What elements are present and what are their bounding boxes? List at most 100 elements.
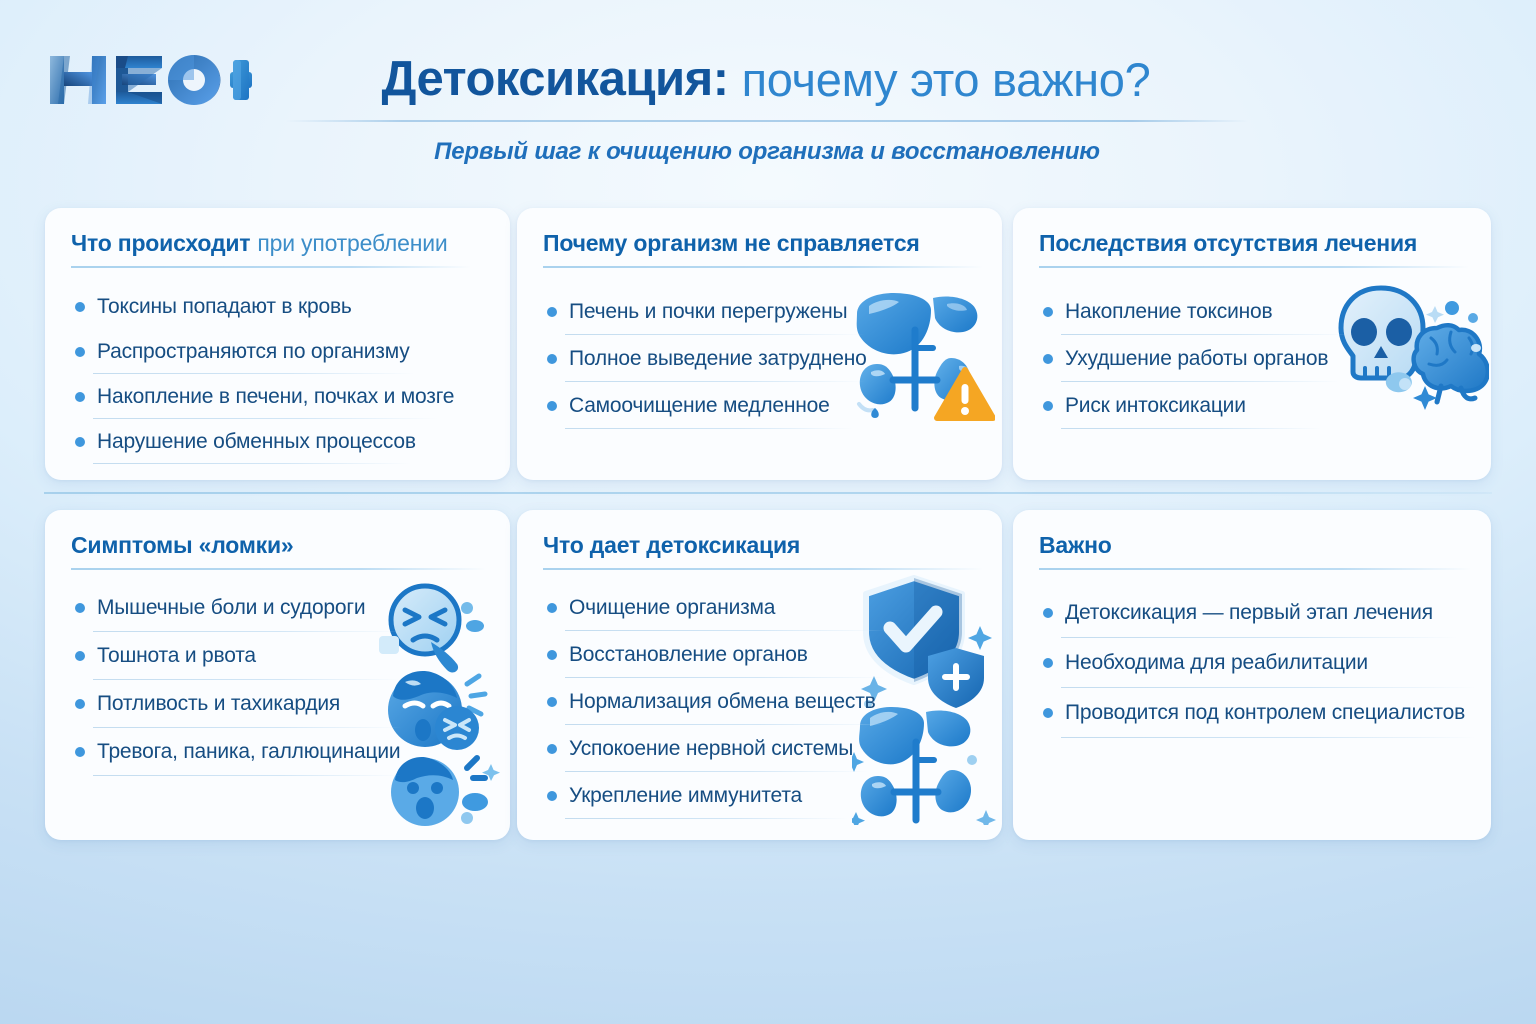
card-title-bold: Что происходит: [71, 230, 251, 256]
list-item[interactable]: Тревога, паника, галлюцинации: [71, 728, 401, 776]
list-item[interactable]: Ухудшение работы органов: [1039, 335, 1339, 382]
liver-kidneys-warning-icon-group: [847, 286, 996, 421]
list-item[interactable]: Нормализация обмена веществ: [543, 678, 885, 725]
bullet-icon: [75, 391, 85, 402]
item-rule: [565, 724, 885, 725]
bullet-icon: [75, 651, 85, 661]
item-rule: [93, 679, 401, 680]
list-item-label: Накопление в печени, почках и мозге: [97, 385, 455, 408]
card-why-body-fails[interactable]: Почему организм не справляется: [517, 208, 1002, 480]
card-consequences[interactable]: Последствия отсутствия лечения: [1013, 208, 1491, 480]
list-item[interactable]: Полное выведение затруднено: [543, 335, 867, 382]
list-item-label: Ухудшение работы органов: [1065, 347, 1329, 370]
title-light-part: почему это важно?: [741, 52, 1151, 106]
list-item[interactable]: Токсины попадают в кровь: [71, 284, 454, 329]
list-item[interactable]: Очищение организма: [543, 584, 885, 631]
list-item-label: Очищение организма: [569, 596, 776, 619]
card-what-happens[interactable]: Что происходит при употреблении: [45, 208, 510, 480]
card-list: Детоксикация — первый этап лечения Необх…: [1039, 588, 1476, 738]
bullet-icon: [75, 603, 85, 613]
list-item[interactable]: Тошнота и рвота: [71, 632, 401, 680]
item-rule: [565, 630, 885, 631]
list-item-label: Полное выведение затруднено: [569, 347, 867, 370]
list-item[interactable]: Самоочищение медленное: [543, 382, 867, 429]
list-item[interactable]: Восстановление органов: [543, 631, 885, 678]
card-important[interactable]: Важно Детоксикация — первый этап лечения…: [1013, 510, 1491, 840]
bullet-icon: [547, 400, 557, 411]
list-item-label: Печень и почки перегружены: [569, 300, 848, 323]
page-title: Детоксикация: почему это важно?: [286, 40, 1246, 118]
item-rule: [565, 334, 865, 335]
card-header: Симптомы «ломки»: [71, 532, 488, 566]
card-title-bold: Важно: [1039, 532, 1112, 558]
list-item[interactable]: Потливость и тахикардия: [71, 680, 401, 728]
bullet-icon: [75, 301, 85, 312]
list-item[interactable]: Риск интоксикации: [1039, 382, 1328, 429]
list-item[interactable]: Мышечные боли и судороги: [71, 584, 401, 632]
card-title-light: при употреблении: [257, 230, 448, 256]
card-header: Что происходит при употреблении: [71, 230, 488, 264]
row-divider: [44, 492, 1492, 494]
brain-icon: [1411, 323, 1491, 405]
card-title-bold: Почему организм не справляется: [543, 230, 920, 256]
card-detox-benefits[interactable]: Что дает детоксикация: [517, 510, 1002, 840]
list-item[interactable]: Успокоение нервной системы: [543, 725, 876, 772]
card-header-rule: [71, 568, 486, 570]
card-header: Последствия отсутствия лечения: [1039, 230, 1469, 264]
item-rule: [1061, 637, 1458, 638]
item-rule: [565, 677, 885, 678]
item-rule: [93, 373, 415, 374]
list-item[interactable]: Накопление в печени, почках и мозге: [71, 374, 454, 419]
list-item[interactable]: Детоксикация — первый этап лечения: [1039, 588, 1465, 638]
bullet-icon: [1043, 708, 1053, 718]
card-header-rule: [543, 568, 983, 570]
card-list: Накопление токсинов Ухудшение работы орг…: [1039, 288, 1351, 429]
bullet-icon: [547, 353, 557, 364]
item-rule: [565, 771, 868, 772]
list-item[interactable]: Проводится под контролем специалистов: [1039, 688, 1476, 738]
list-item[interactable]: Нарушение обменных процессов: [71, 419, 454, 464]
list-item-label: Успокоение нервной системы: [569, 737, 854, 760]
item-rule: [1061, 428, 1321, 429]
list-item-label: Тревога, паника, галлюцинации: [97, 740, 401, 763]
list-item[interactable]: Распространяются по организму: [71, 329, 454, 374]
card-list: Очищение организма Восстановление органо…: [543, 584, 885, 819]
bullet-icon: [547, 743, 557, 754]
list-item[interactable]: Укрепление иммунитета: [543, 772, 876, 819]
bullet-icon: [75, 699, 85, 709]
list-item-label: Укрепление иммунитета: [569, 784, 802, 807]
bullet-icon: [1043, 658, 1053, 668]
item-rule: [565, 818, 848, 819]
page-subtitle: Первый шаг к очищению организма и восста…: [434, 138, 1100, 165]
list-item-label: Необходима для реабилитации: [1065, 651, 1368, 674]
list-item[interactable]: Накопление токсинов: [1039, 288, 1351, 335]
item-rule: [93, 775, 401, 776]
bullet-icon: [547, 602, 557, 613]
title-bold-part: Детоксикация:: [381, 52, 730, 106]
card-header-rule: [71, 266, 471, 268]
card-title-bold: Симптомы «ломки»: [71, 532, 294, 558]
bullet-icon: [75, 436, 85, 447]
bullet-icon: [1043, 306, 1053, 317]
item-rule: [93, 463, 411, 464]
list-item[interactable]: Необходима для реабилитации: [1039, 638, 1476, 688]
list-item-label: Нормализация обмена веществ: [569, 690, 876, 713]
neo-plus-logo: [44, 42, 254, 118]
list-item-label: Потливость и тахикардия: [97, 692, 341, 715]
card-list: Токсины попадают в кровь Распространяютс…: [71, 284, 454, 464]
bullet-icon: [547, 306, 557, 317]
bullet-icon: [75, 346, 85, 357]
card-header: Что дает детоксикация: [543, 532, 980, 566]
bullet-icon: [75, 747, 85, 757]
warning-triangle-icon: [934, 367, 996, 421]
title-divider: [286, 120, 1248, 122]
card-title-bold: Последствия отсутствия лечения: [1039, 230, 1418, 256]
list-item[interactable]: Печень и почки перегружены: [543, 288, 867, 335]
bullet-icon: [547, 790, 557, 801]
card-withdrawal-symptoms[interactable]: Симптомы «ломки»: [45, 510, 510, 840]
skull-icon: [1338, 285, 1426, 381]
list-item-label: Распространяются по организму: [97, 340, 410, 363]
list-item-label: Риск интоксикации: [1065, 394, 1246, 417]
list-item-label: Детоксикация — первый этап лечения: [1065, 601, 1433, 624]
liver-icon: [859, 706, 971, 765]
